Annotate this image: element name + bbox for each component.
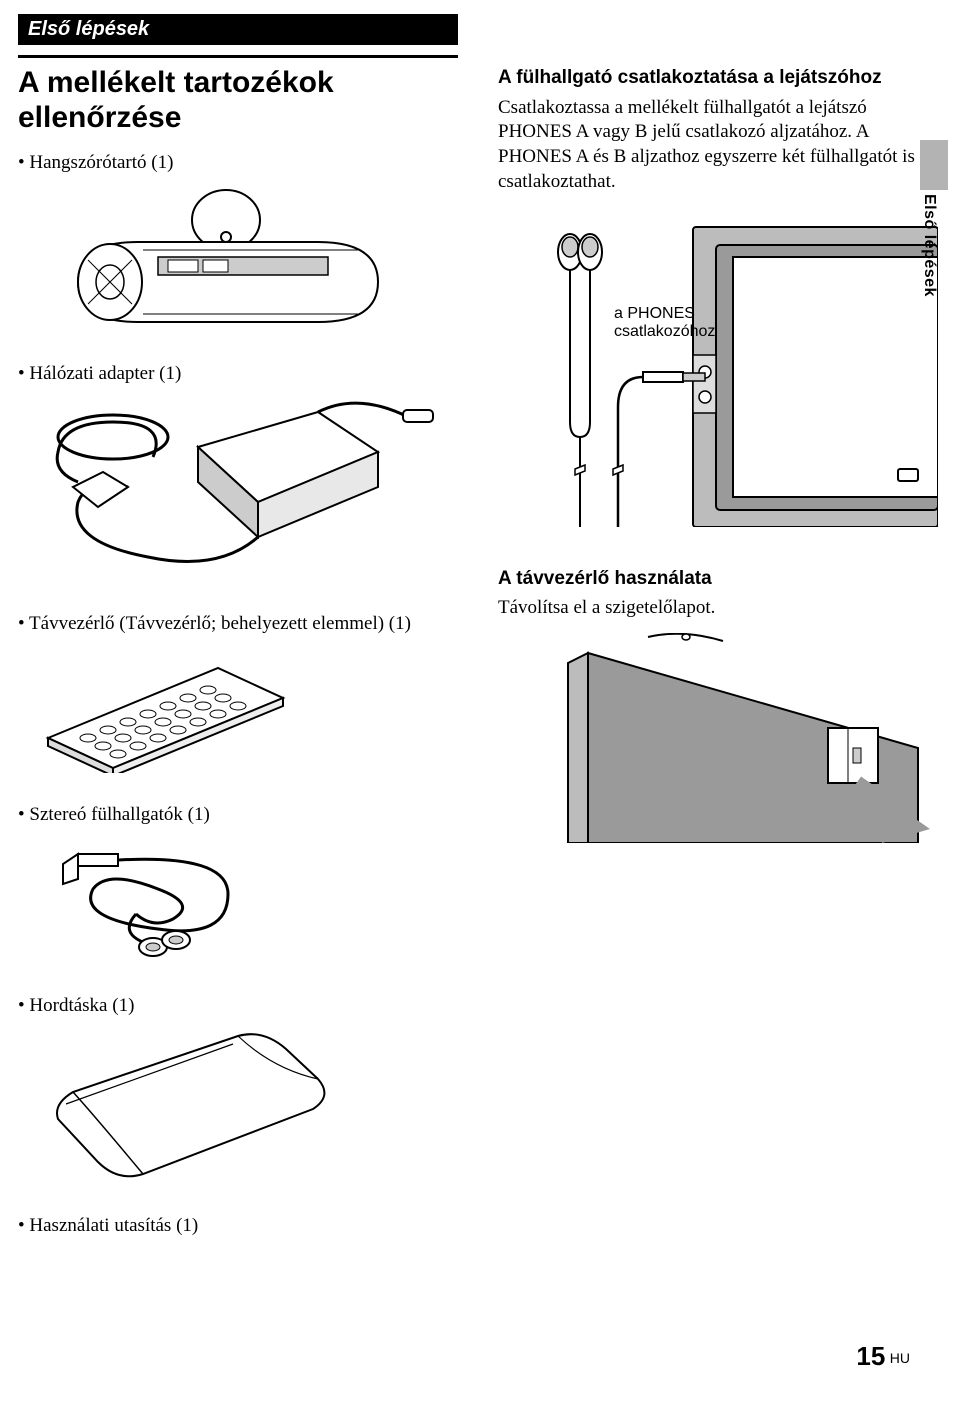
page-number: 15: [856, 1341, 885, 1371]
item-manual: • Használati utasítás (1): [18, 1214, 458, 1239]
headphone-connect-title: A fülhallgató csatlakoztatása a lejátszó…: [498, 66, 938, 90]
left-column: A mellékelt tartozékok ellenőrzése • Han…: [18, 66, 458, 1245]
item-stereo-headphones: • Sztereó fülhallgatók (1): [18, 803, 458, 828]
headphone-connect-body: Csatlakoztassa a mellékelt fülhallgatót …: [498, 96, 938, 195]
illustration-remote: [18, 643, 458, 773]
illustration-phones-jack: a PHONES csatlakozóhoz: [498, 207, 938, 527]
side-tab: Első lépések: [920, 140, 948, 297]
item-remote: • Távvezérlő (Távvezérlő; behelyezett el…: [18, 612, 458, 637]
item-speaker-stand: • Hangszórótartó (1): [18, 151, 458, 176]
phones-callout: a PHONES csatlakozóhoz: [614, 305, 715, 342]
page-title: A mellékelt tartozékok ellenőrzése: [18, 66, 458, 135]
illustration-headphones: [18, 834, 458, 964]
item-ac-adapter: • Hálózati adapter (1): [18, 362, 458, 387]
phones-callout-line1: a PHONES: [614, 305, 715, 323]
remote-use-body: Távolítsa el a szigetelőlapot.: [498, 596, 938, 621]
side-tab-label: Első lépések: [920, 194, 938, 297]
illustration-ac-adapter: [18, 392, 458, 582]
illustration-remote-tab: [498, 633, 938, 843]
header-divider: [18, 55, 458, 58]
section-header-band: Első lépések: [18, 14, 458, 45]
side-tab-indicator: [920, 140, 948, 190]
phones-callout-line2: csatlakozóhoz: [614, 323, 715, 341]
illustration-speaker-stand: [18, 182, 458, 332]
right-column: A fülhallgató csatlakoztatása a lejátszó…: [498, 66, 938, 1245]
illustration-case: [18, 1024, 458, 1184]
page-footer: 15 HU: [856, 1341, 910, 1372]
two-column-layout: A mellékelt tartozékok ellenőrzése • Han…: [18, 66, 910, 1245]
page-suffix: HU: [890, 1350, 910, 1366]
item-carry-case: • Hordtáska (1): [18, 994, 458, 1019]
remote-use-title: A távvezérlő használata: [498, 567, 938, 591]
